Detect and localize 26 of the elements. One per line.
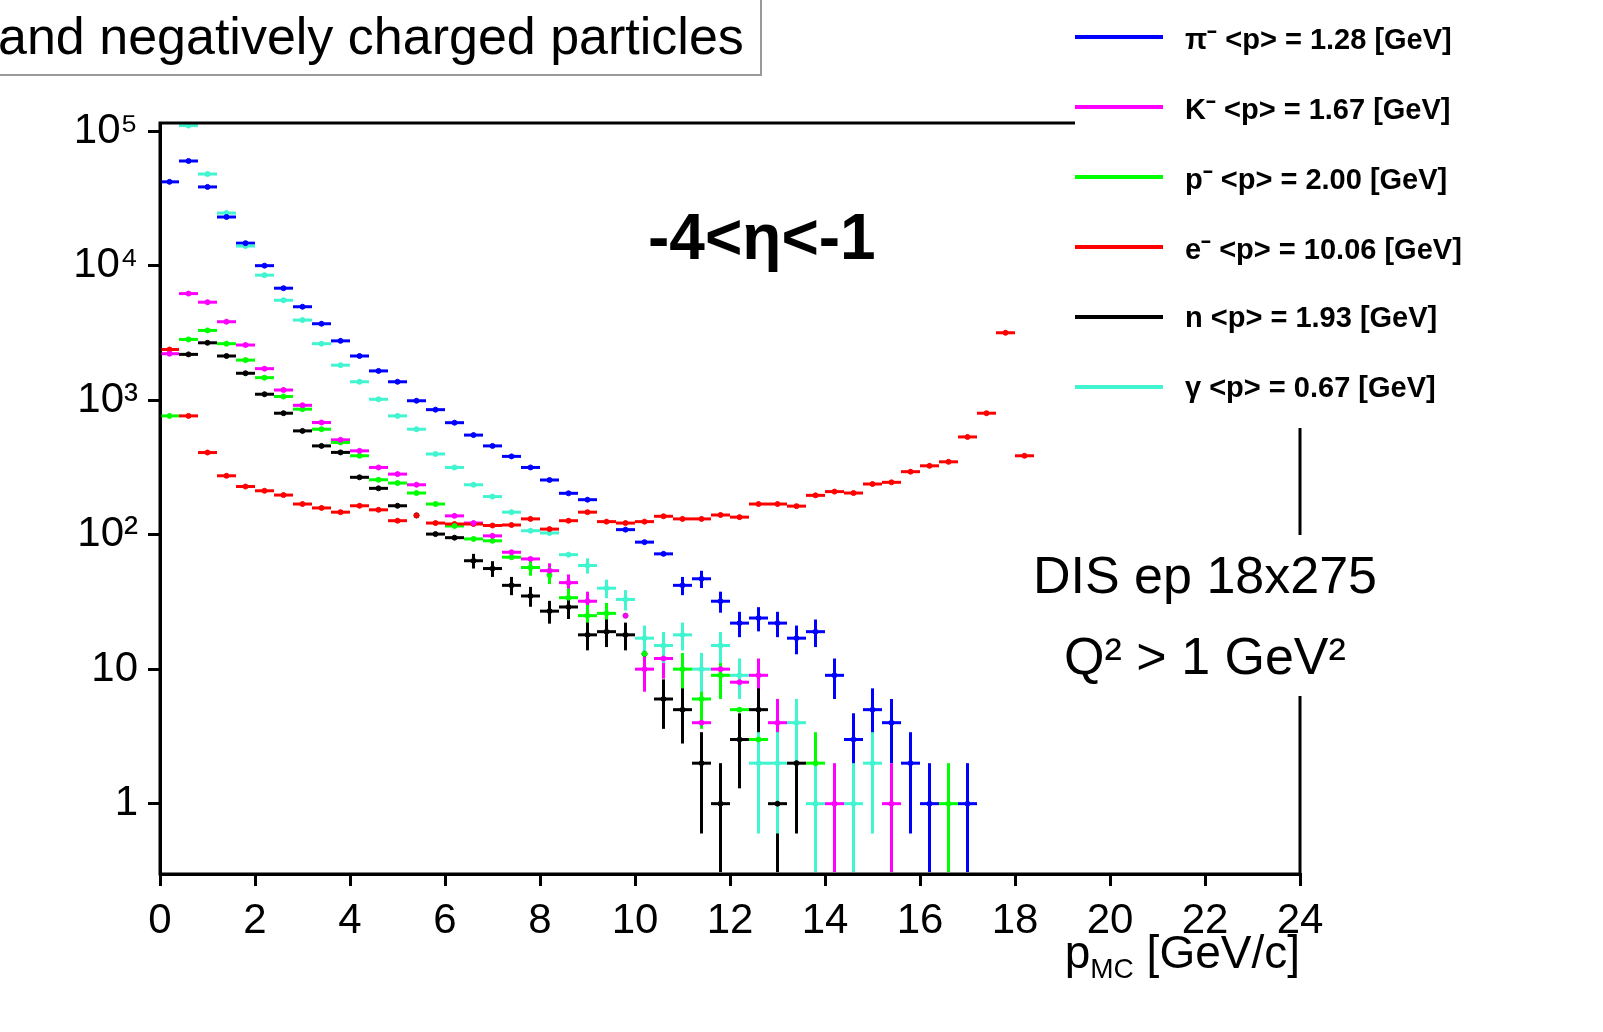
legend-label: n <p> = 1.93 [GeV] [1185,300,1438,334]
y-tick-label: 10 [91,642,138,690]
x-tick-label: 10 [611,894,659,942]
x-tick-label: 18 [991,894,1039,942]
chart-title: and negatively charged particles [0,0,762,76]
legend-label: K⁻ <p> = 1.67 [GeV] [1185,91,1451,127]
x-tick-label: 16 [896,894,944,942]
legend-label: π⁻ <p> = 1.28 [GeV] [1185,21,1452,57]
y-tick-label: 1 [114,777,138,825]
y-tick-label: 10⁴ [73,239,138,287]
annotation: Q² > 1 GeV² [1063,625,1347,687]
x-tick-label: 2 [243,894,267,942]
legend-label: e⁻ <p> = 10.06 [GeV] [1185,231,1462,267]
y-tick-label: 10² [77,508,139,556]
y-tick-label: 10⁵ [73,104,138,152]
x-tick-label: 12 [706,894,754,942]
x-tick-label: 6 [433,894,457,942]
x-tick-label: 8 [528,894,552,942]
legend-label: p⁻ <p> = 2.00 [GeV] [1185,161,1448,197]
x-tick-label: 14 [801,894,849,942]
x-tick-label: 0 [148,894,172,942]
annotation: -4<η<-1 [648,200,876,274]
y-tick-label: 10³ [77,373,139,421]
x-tick-label: 4 [338,894,362,942]
legend-label: γ <p> = 0.67 [GeV] [1185,370,1436,404]
annotation: DIS ep 18x275 [1032,545,1378,606]
